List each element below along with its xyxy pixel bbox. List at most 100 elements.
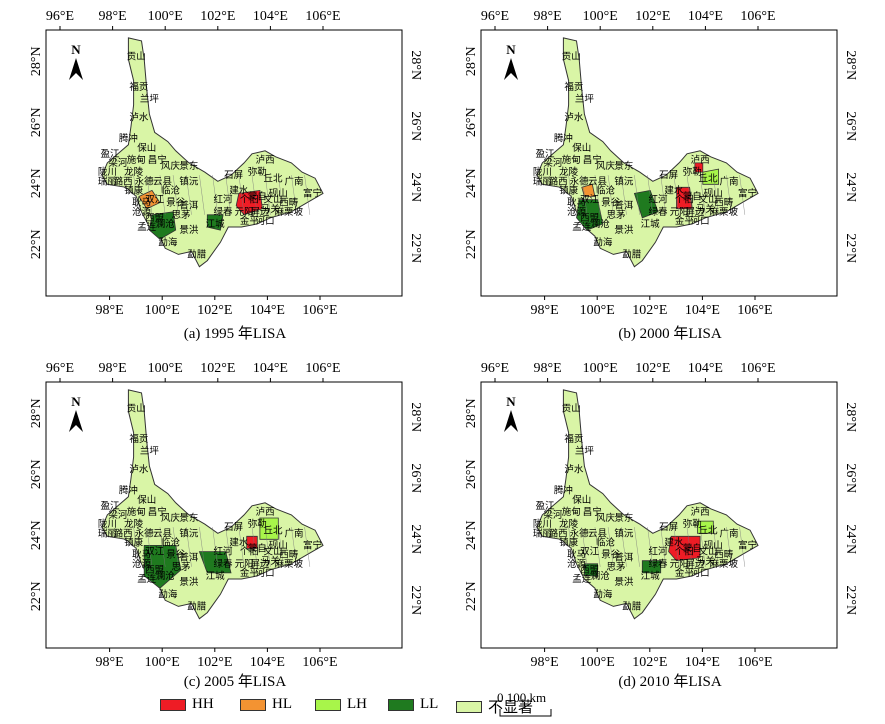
place-label: 临沧: [161, 536, 181, 548]
place-label: 砚山: [704, 189, 723, 200]
map-panel-b: 96°E 98°E 100°E 102°E 104°E 106°E 98°E 100°E 102…: [460, 0, 880, 342]
place-label: 元阳: [235, 559, 254, 570]
place-label: 盈江: [535, 501, 555, 512]
place-label: 镇沅: [179, 527, 199, 539]
lat-label-left: 24°N: [29, 520, 44, 550]
cluster-hh: [668, 535, 701, 562]
place-label: 双江: [145, 547, 165, 558]
place-label: 施甸: [127, 154, 146, 166]
place-label: 个旧: [240, 195, 259, 206]
place-label: 临沧: [596, 184, 616, 196]
place-label: 保山: [572, 494, 591, 506]
place-label: 砚山: [269, 189, 288, 200]
tick-label-bottom: 100°E: [145, 655, 180, 670]
place-label: 昌宁: [148, 154, 167, 166]
place-label: 腾冲: [119, 485, 138, 497]
place-label: 建水: [229, 536, 249, 548]
county-border: [673, 527, 680, 567]
place-label: 泸水: [564, 111, 584, 123]
place-label: 梁河: [108, 157, 128, 169]
county-border: [225, 527, 232, 567]
panel-caption-d: (d) 2010 年LISA: [618, 674, 722, 690]
scale-bar: 0 100 km: [497, 690, 567, 720]
tick-label-bottom: 104°E: [250, 303, 285, 318]
lat-label-left: 26°N: [29, 107, 44, 137]
tick-label-bottom: 98°E: [531, 655, 559, 670]
place-label: 景谷: [601, 550, 621, 561]
north-label: N: [71, 42, 81, 57]
place-label: 镇康: [559, 184, 579, 196]
place-label: 泸西: [256, 155, 275, 166]
county-border: [133, 175, 140, 215]
place-label: 元阳: [235, 207, 254, 218]
place-label: 元阳: [670, 559, 689, 570]
tick-label-bottom: 104°E: [250, 655, 285, 670]
place-label: 潞西: [114, 175, 133, 187]
place-label: 砚山: [269, 541, 288, 552]
place-label: 泸西: [256, 507, 275, 518]
place-label: 石屏: [224, 522, 243, 533]
place-label: 红河: [214, 194, 234, 206]
place-label: 沧源: [567, 558, 587, 570]
place-label: 泸水: [129, 111, 149, 123]
tick-label-bottom: 98°E: [96, 303, 124, 318]
place-label: 石屏: [224, 170, 243, 181]
lat-label-left: 28°N: [29, 46, 44, 76]
cluster-ll: [641, 560, 662, 574]
tick-label-bottom: 106°E: [737, 655, 772, 670]
place-label: 石屏: [659, 170, 678, 181]
tick-label-top: 98°E: [534, 9, 562, 24]
place-label: 福贡: [129, 81, 148, 93]
place-label: 个旧: [240, 547, 259, 558]
place-label: 镇康: [559, 536, 579, 548]
place-label: 西盟: [145, 213, 165, 224]
place-label: 保山: [137, 494, 156, 506]
tick-label-top: 100°E: [583, 361, 618, 376]
lat-label-right: 28°N: [843, 402, 858, 432]
place-label: 双江: [145, 195, 165, 206]
place-label: 福贡: [564, 81, 583, 93]
place-label: 江城: [206, 571, 226, 582]
map-svg-b: 96°E 98°E 100°E 102°E 104°E 106°E 98°E 100°E 102…: [464, 9, 858, 318]
place-label: 盈江: [535, 149, 555, 160]
tick-label-bottom: 100°E: [580, 655, 615, 670]
county-border: [621, 527, 627, 567]
county-border: [172, 175, 179, 215]
county-border: [686, 527, 693, 567]
place-label: 丘北: [264, 173, 284, 184]
county-border: [304, 175, 311, 215]
place-label: 广南: [285, 175, 304, 187]
legend-swatch-lh: [315, 698, 341, 711]
place-label: 龙陵: [124, 518, 144, 530]
cluster-ll: [584, 563, 599, 577]
lat-label-right: 28°N: [408, 50, 423, 80]
north-label: N: [71, 394, 81, 409]
place-label: 麻栗坡: [275, 558, 304, 570]
place-label: 镇沅: [179, 175, 199, 187]
place-label: 马关: [696, 203, 716, 215]
place-label: 个旧: [675, 547, 694, 558]
tick-label-bottom: 100°E: [580, 303, 615, 318]
tick-label-top: 102°E: [635, 361, 670, 376]
cluster-lh: [702, 168, 720, 185]
place-label: 绿春: [649, 206, 669, 218]
place-label: 瑞丽: [98, 175, 117, 187]
legend-item-ll: LL: [388, 696, 438, 713]
place-label: 孟连: [137, 221, 157, 233]
place-label: 思茅: [171, 562, 191, 573]
place-label: 个旧: [675, 195, 694, 206]
place-label: 瑞丽: [533, 527, 552, 539]
lat-label-left: 22°N: [464, 229, 479, 259]
place-label: 思茅: [606, 562, 626, 573]
tick-label-top: 102°E: [635, 9, 670, 24]
place-label: 元阳: [670, 207, 689, 218]
place-label: 风庆: [161, 160, 181, 172]
place-label: 临沧: [161, 184, 181, 196]
legend-item-ns: 不显著: [456, 696, 533, 717]
lat-label-left: 26°N: [29, 459, 44, 489]
county-border: [594, 527, 601, 567]
place-label: 江城: [641, 219, 661, 230]
place-label: 思茅: [171, 210, 191, 221]
place-label: 腾冲: [119, 133, 138, 145]
county-border: [251, 175, 258, 215]
